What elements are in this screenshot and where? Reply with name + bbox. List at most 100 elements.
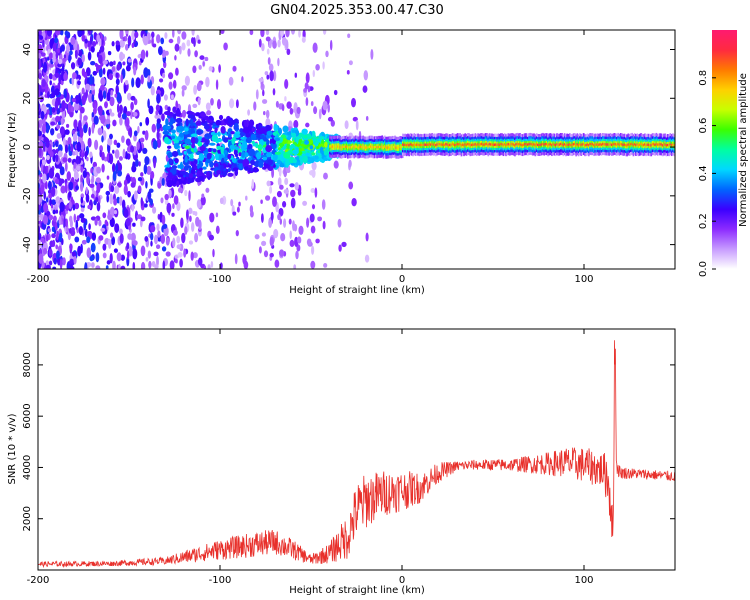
- heatmap-cell: [161, 177, 165, 186]
- heatmap-cell: [162, 260, 166, 269]
- heatmap-cell: [632, 144, 635, 147]
- heatmap-cell: [279, 144, 283, 148]
- heatmap-cell: [265, 30, 270, 36]
- heatmap-cell: [280, 233, 286, 242]
- heatmap-cell: [238, 201, 241, 207]
- heatmap-cell: [191, 222, 195, 232]
- heatmap-cell: [672, 143, 674, 146]
- heatmap-cell: [131, 30, 136, 41]
- heatmap-cell: [386, 146, 389, 149]
- heatmap-cell: [633, 142, 636, 146]
- heatmap-cell: [521, 143, 524, 147]
- heatmap-cell: [261, 43, 265, 52]
- heatmap-cell: [591, 142, 594, 146]
- heatmap-cell: [75, 74, 82, 81]
- heatmap-cell: [146, 165, 152, 175]
- heatmap-cell: [605, 143, 608, 146]
- heatmap-cell: [274, 137, 281, 142]
- heatmap-cell: [533, 143, 535, 146]
- heatmap-cell: [90, 193, 95, 199]
- heatmap-cell: [414, 143, 417, 147]
- heatmap-cell: [118, 228, 123, 235]
- heatmap-cell: [391, 145, 394, 149]
- heatmap-cell: [80, 207, 85, 213]
- heatmap-cell: [172, 106, 177, 113]
- heatmap-cell: [496, 143, 498, 147]
- heatmap-cell: [272, 40, 277, 49]
- heatmap-cell: [143, 35, 149, 46]
- heatmap-cell: [511, 142, 514, 146]
- colorbar-tick-label: 0.8: [698, 70, 709, 86]
- heatmap-cell: [574, 142, 576, 146]
- heatmap-cell: [255, 89, 259, 100]
- heatmap-cell: [42, 247, 48, 255]
- heatmap-cell: [329, 145, 331, 148]
- heatmap-cell: [269, 236, 274, 247]
- heatmap-cell: [52, 50, 56, 61]
- heatmap-cell: [382, 146, 385, 149]
- top-x-ticks: -200 -100 0 100: [27, 30, 594, 285]
- heatmap-cell: [127, 233, 133, 240]
- bottom-y-ticks: 2000 4000 6000 8000: [22, 352, 675, 531]
- heatmap-cell: [528, 143, 530, 146]
- heatmap-cell: [305, 122, 310, 128]
- heatmap-cell: [116, 92, 122, 103]
- heatmap-cell: [64, 102, 68, 109]
- heatmap-cell: [90, 45, 95, 53]
- heatmap-cell: [91, 112, 95, 118]
- heatmap-cell: [354, 145, 357, 148]
- heatmap-cell: [175, 100, 179, 110]
- heatmap-cell: [323, 263, 328, 268]
- heatmap-cell: [49, 197, 52, 206]
- heatmap-cell: [98, 219, 102, 227]
- colorbar: 0.0 0.2 0.4 0.6 0.8 Normalized spectral ampl…: [698, 30, 749, 277]
- heatmap-cell: [385, 146, 387, 149]
- heatmap-cell: [395, 146, 398, 149]
- heatmap-cell: [394, 145, 396, 148]
- heatmap-cell: [56, 132, 62, 139]
- heatmap-cell: [81, 239, 87, 245]
- heatmap-cell: [81, 87, 85, 95]
- heatmap-cell: [338, 244, 342, 252]
- heatmap-cell: [166, 179, 174, 188]
- heatmap-cell: [130, 109, 133, 120]
- heatmap-cell: [247, 143, 253, 150]
- heatmap-cell: [262, 137, 268, 142]
- heatmap-cell: [436, 143, 439, 146]
- heatmap-cell: [38, 146, 42, 157]
- heatmap-cell: [238, 152, 242, 157]
- heatmap-cell: [89, 35, 93, 46]
- heatmap-cell: [94, 218, 98, 226]
- heatmap-cell: [55, 154, 59, 163]
- heatmap-cell: [143, 203, 148, 208]
- heatmap-cell: [572, 143, 575, 146]
- heatmap-cell: [295, 136, 299, 145]
- heatmap-cell: [167, 72, 174, 80]
- heatmap-cell: [41, 78, 46, 88]
- heatmap-cell: [68, 191, 72, 198]
- heatmap-cell: [52, 69, 56, 75]
- colorbar-tick-label: 0.2: [698, 213, 709, 229]
- heatmap-cell: [456, 142, 459, 146]
- heatmap-cell: [113, 60, 116, 66]
- heatmap-cell: [641, 143, 644, 146]
- heatmap-cell: [147, 68, 151, 77]
- heatmap-cell: [97, 127, 103, 136]
- heatmap-cell: [101, 151, 105, 161]
- heatmap-cell: [195, 216, 200, 227]
- heatmap-cell: [75, 149, 79, 156]
- heatmap-cell: [269, 165, 274, 169]
- heatmap-cell: [193, 84, 198, 95]
- heatmap-cell: [204, 133, 211, 138]
- heatmap-cell: [177, 252, 183, 258]
- heatmap-cell: [151, 123, 157, 133]
- heatmap-cell: [301, 128, 308, 135]
- heatmap-cell: [538, 143, 540, 147]
- heatmap-cell: [287, 131, 292, 136]
- heatmap-cell: [64, 30, 69, 36]
- heatmap-cell: [294, 72, 298, 78]
- heatmap-cell: [363, 146, 366, 149]
- heatmap-cell: [163, 94, 168, 101]
- heatmap-cell: [519, 142, 521, 146]
- heatmap-cell: [151, 31, 155, 38]
